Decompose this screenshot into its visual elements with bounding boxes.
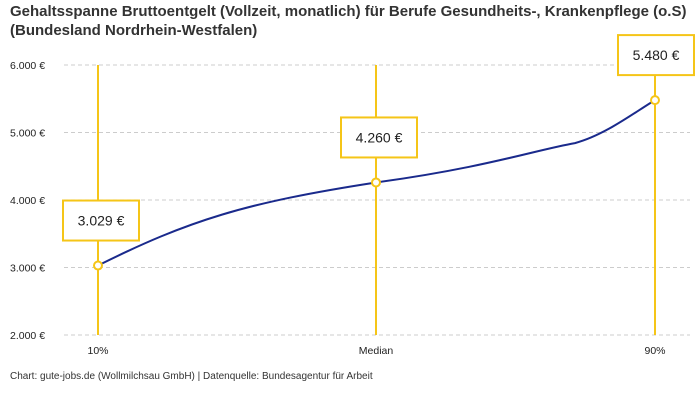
y-tick-label: 5.000 € — [10, 128, 45, 140]
data-point — [650, 95, 660, 106]
series-line — [97, 99, 656, 267]
data-label-box — [62, 199, 140, 242]
data-label: 5.480 € — [633, 47, 680, 63]
data-label: 3.029 € — [78, 213, 125, 229]
y-tick-label: 2.000 € — [10, 330, 45, 342]
x-tick-label: 10% — [87, 345, 108, 357]
x-tick-label: Median — [359, 345, 394, 357]
chart-title: Gehaltsspanne Bruttoentgelt (Vollzeit, m… — [10, 3, 687, 39]
data-label-box — [340, 116, 418, 159]
chart-source: Chart: gute-jobs.de (Wollmilchsau GmbH) … — [10, 371, 373, 382]
y-tick-label: 4.000 € — [10, 195, 45, 207]
data-point — [93, 260, 103, 271]
data-label-box — [617, 34, 695, 77]
data-label: 4.260 € — [356, 129, 403, 145]
y-tick-label: 3.000 € — [10, 263, 45, 275]
y-tick-label: 6.000 € — [10, 60, 45, 72]
x-tick-label: 90% — [644, 345, 665, 357]
data-point — [371, 177, 381, 188]
